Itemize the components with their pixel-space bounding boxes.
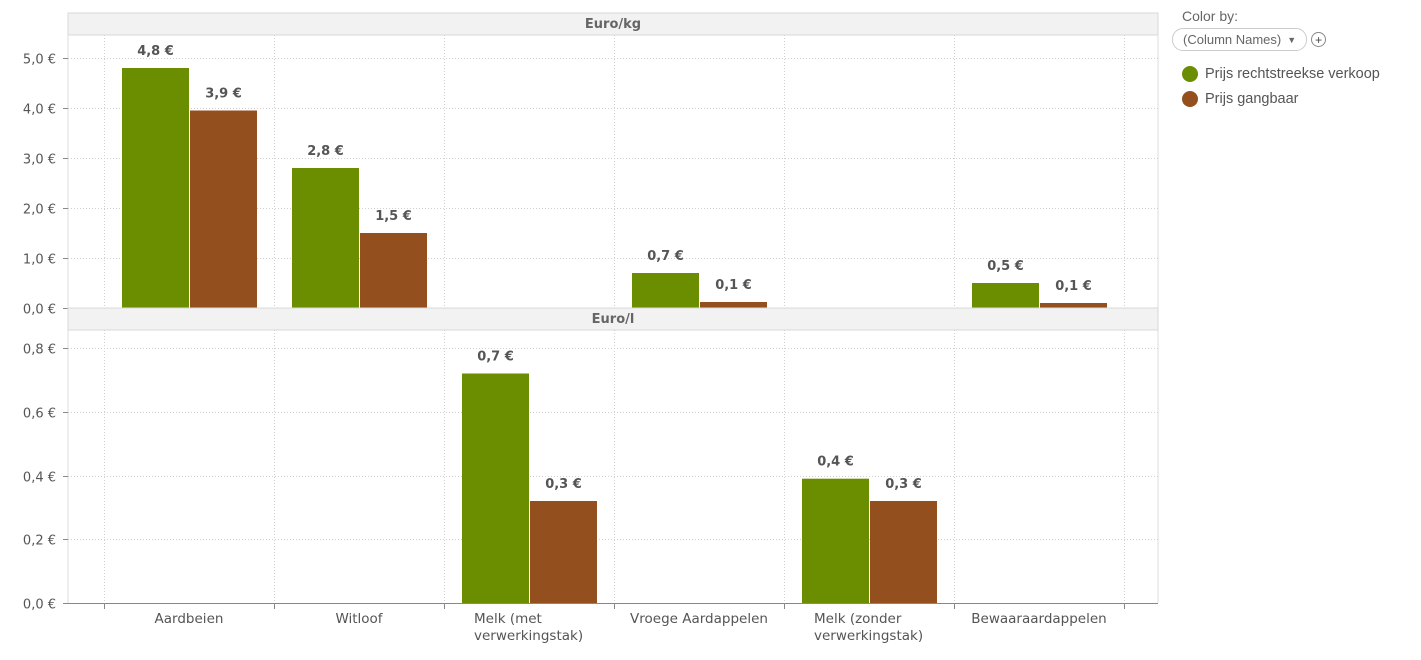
data-label: 4,8 € [137, 44, 174, 59]
data-label: 0,1 € [1055, 279, 1092, 294]
y-tick-label: 5,0 € [23, 53, 56, 68]
data-label: 0,3 € [885, 477, 922, 492]
y-tick-label: 3,0 € [23, 153, 56, 168]
y-tick-label: 0,4 € [23, 471, 56, 486]
color-by-control: (Column Names) ▼ + [1172, 28, 1417, 51]
data-label: 0,7 € [477, 350, 514, 365]
data-label: 2,8 € [307, 144, 344, 159]
data-label: 3,9 € [205, 87, 242, 102]
bar [802, 478, 869, 603]
data-label: 0,4 € [817, 455, 854, 470]
legend-entries: Prijs rechtstreekse verkoop Prijs gangba… [1172, 61, 1417, 111]
bar-chart: Euro/kg 0,0 € 1,0 € 2,0 € 3,0 € 4,0 € 5,0 € 4,8… [23, 12, 1159, 644]
panel-title: Euro/l [592, 312, 635, 327]
y-tick-label: 4,0 € [23, 103, 56, 118]
panel-title: Euro/kg [585, 17, 641, 32]
y-tick-label: 1,0 € [23, 253, 56, 268]
y-tick-label: 0,2 € [23, 534, 56, 549]
panel-header [67, 12, 1159, 36]
data-label: 0,7 € [647, 249, 684, 264]
bar [122, 68, 189, 308]
legend: Color by: (Column Names) ▼ + Prijs recht… [1172, 8, 1417, 111]
legend-swatch-brown [1182, 90, 1198, 107]
bar [530, 501, 597, 603]
x-tick-label: Melk (zonder verwerkingstak) [814, 611, 923, 644]
bar [870, 501, 937, 603]
bar [462, 373, 529, 603]
x-tick-label: Bewaaraardappelen [971, 611, 1106, 627]
x-tick-label: Melk (met verwerkingstak) [474, 611, 583, 644]
bar [292, 168, 359, 308]
y-tick-label: 0,0 € [23, 598, 56, 613]
legend-entry-label: Prijs gangbaar [1205, 90, 1299, 107]
chevron-down-icon: ▼ [1287, 34, 1297, 45]
bar [700, 302, 767, 308]
legend-entry-conventional[interactable]: Prijs gangbaar [1182, 86, 1417, 111]
data-label: 1,5 € [375, 209, 412, 224]
y-tick-label: 0,6 € [23, 407, 56, 422]
legend-entry-label: Prijs rechtstreekse verkoop [1205, 65, 1380, 82]
x-tick-label: Witloof [335, 611, 383, 627]
bar [360, 233, 427, 308]
data-label: 0,1 € [715, 278, 752, 293]
add-icon[interactable]: + [1311, 32, 1327, 47]
data-label: 0,5 € [987, 259, 1024, 274]
color-by-dropdown-value: (Column Names) [1183, 32, 1282, 47]
bar [190, 110, 257, 308]
legend-entry-direct-sale[interactable]: Prijs rechtstreekse verkoop [1182, 61, 1417, 86]
x-tick-label: Aardbeien [155, 611, 224, 627]
y-tick-label: 0,8 € [23, 343, 56, 358]
bar [1040, 303, 1107, 308]
panel-header [67, 307, 1159, 331]
bar [972, 283, 1039, 308]
x-tick-label: Vroege Aardappelen [630, 611, 768, 627]
color-by-dropdown[interactable]: (Column Names) ▼ [1172, 28, 1308, 51]
y-tick-label: 0,0 € [23, 303, 56, 318]
legend-swatch-green [1182, 65, 1198, 82]
bar [632, 273, 699, 308]
data-label: 0,3 € [545, 477, 582, 492]
y-tick-label: 2,0 € [23, 203, 56, 218]
color-by-label: Color by: [1182, 8, 1239, 24]
